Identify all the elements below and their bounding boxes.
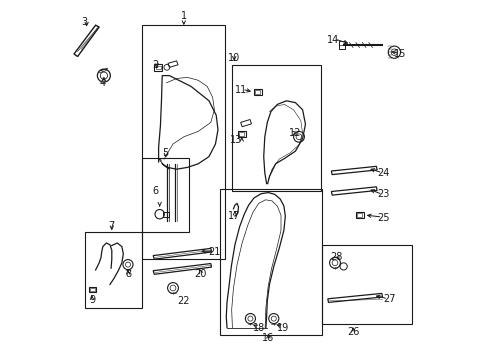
Text: 3: 3 xyxy=(82,17,88,27)
Text: 6: 6 xyxy=(153,186,159,196)
Text: 22: 22 xyxy=(177,296,190,306)
Text: 23: 23 xyxy=(377,189,390,199)
Bar xyxy=(89,287,96,292)
Bar xyxy=(90,288,95,291)
Bar xyxy=(357,213,362,217)
Text: 16: 16 xyxy=(262,333,274,343)
Bar xyxy=(143,158,189,232)
Text: 13: 13 xyxy=(230,135,242,145)
Text: 12: 12 xyxy=(289,128,301,138)
Text: 18: 18 xyxy=(252,323,265,333)
Bar xyxy=(163,212,169,217)
Bar xyxy=(322,245,413,324)
Text: 20: 20 xyxy=(194,269,206,279)
Text: 28: 28 xyxy=(331,252,343,262)
Bar xyxy=(232,65,320,191)
Text: 14: 14 xyxy=(327,35,339,45)
Text: 8: 8 xyxy=(125,269,131,279)
Text: 2: 2 xyxy=(152,60,158,70)
Bar xyxy=(156,66,161,69)
Bar xyxy=(85,232,143,308)
Bar xyxy=(254,89,262,95)
Text: 24: 24 xyxy=(377,168,390,178)
Bar xyxy=(154,64,162,71)
Bar xyxy=(239,132,244,136)
Bar xyxy=(255,90,261,94)
Bar xyxy=(356,212,364,218)
Text: 11: 11 xyxy=(235,85,247,95)
Text: 25: 25 xyxy=(377,213,390,223)
Text: 7: 7 xyxy=(109,221,115,231)
Bar xyxy=(220,189,322,335)
Text: 1: 1 xyxy=(181,11,187,21)
Text: 5: 5 xyxy=(163,148,169,158)
Text: 21: 21 xyxy=(208,247,220,257)
Text: 19: 19 xyxy=(277,323,289,333)
Text: 9: 9 xyxy=(89,294,95,305)
Bar xyxy=(143,25,225,259)
Text: 17: 17 xyxy=(228,211,241,221)
Text: 15: 15 xyxy=(393,49,406,59)
Text: 10: 10 xyxy=(228,53,240,63)
Bar xyxy=(238,131,245,137)
Text: 27: 27 xyxy=(383,294,395,304)
Text: 26: 26 xyxy=(347,327,359,337)
Text: 4: 4 xyxy=(100,78,106,88)
